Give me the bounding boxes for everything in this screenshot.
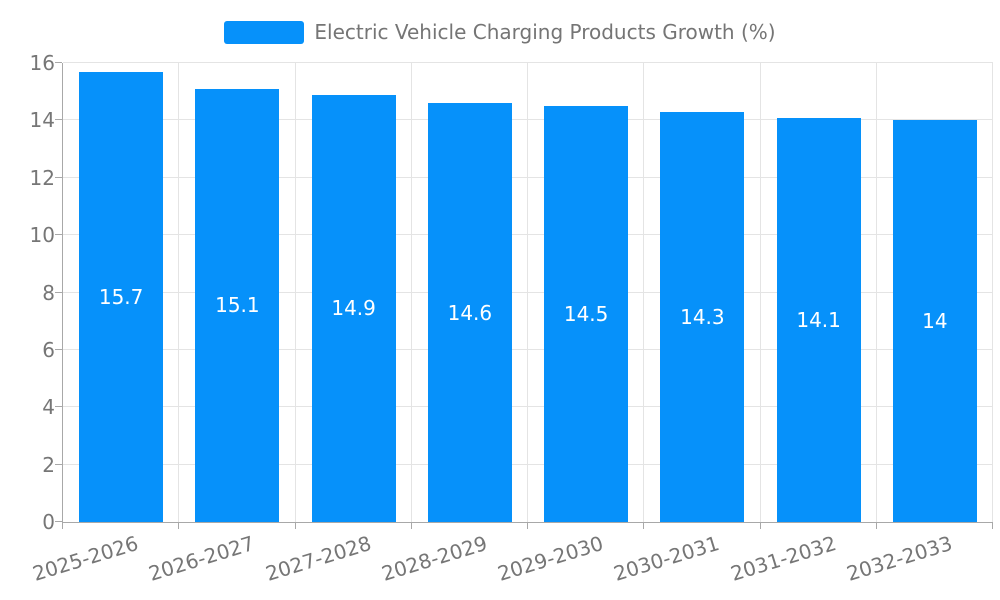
bar-value-label: 14.6 <box>447 300 493 325</box>
y-axis-tick <box>55 463 62 465</box>
y-axis-tick <box>55 291 62 293</box>
gridline-horizontal <box>63 176 993 178</box>
bar-2029-2030[interactable]: 14.5 <box>544 106 629 522</box>
y-axis-label: 8 <box>42 280 55 305</box>
y-axis-tick <box>55 234 62 236</box>
x-axis-tick <box>643 523 645 529</box>
legend-label[interactable]: Electric Vehicle Charging Products Growt… <box>314 20 776 44</box>
y-axis-tick <box>55 348 62 350</box>
y-axis-label: 0 <box>42 510 55 534</box>
gridline-vertical <box>759 63 761 522</box>
x-axis-label: 2025-2026 <box>29 531 142 586</box>
x-axis-tick <box>62 523 63 529</box>
gridline-horizontal <box>63 348 993 350</box>
x-axis-label: 2026-2027 <box>146 531 258 586</box>
gridline-horizontal <box>63 291 993 293</box>
x-axis-label: 2027-2028 <box>262 531 374 586</box>
bar-value-label: 14 <box>922 309 948 334</box>
x-axis-tick <box>992 523 993 529</box>
gridline-horizontal <box>63 62 993 63</box>
y-axis-label: 2 <box>42 452 55 477</box>
y-axis-tick <box>55 406 62 408</box>
x-axis-tick <box>294 523 296 529</box>
y-axis-tick <box>55 119 62 121</box>
bar-value-label: 14.1 <box>796 307 841 332</box>
x-axis-label: 2031-2032 <box>727 531 839 586</box>
x-axis-tick <box>527 523 528 529</box>
gridline-vertical <box>410 63 412 522</box>
y-axis-label: 10 <box>29 223 55 248</box>
gridline-vertical <box>178 63 180 522</box>
y-axis-label: 12 <box>29 165 55 190</box>
bar-2028-2029[interactable]: 14.6 <box>427 103 512 522</box>
x-axis-label: 2032-2033 <box>843 531 955 586</box>
x-axis-line <box>62 522 993 523</box>
y-axis-label: 6 <box>42 337 55 362</box>
y-axis-tick <box>55 62 62 63</box>
y-axis-tick <box>55 521 62 522</box>
bar-2027-2028[interactable]: 14.9 <box>311 94 396 522</box>
x-axis-tick <box>759 523 761 529</box>
bar-2030-2031[interactable]: 14.3 <box>660 111 745 522</box>
bar-2026-2027[interactable]: 15.1 <box>195 88 280 522</box>
legend-swatch[interactable] <box>224 20 305 44</box>
x-axis-label: 2028-2029 <box>378 531 490 586</box>
bar-value-label: 14.9 <box>331 296 376 321</box>
y-axis-label: 14 <box>29 108 55 133</box>
bar-value-label: 15.7 <box>98 284 144 309</box>
gridline-vertical <box>527 63 528 522</box>
x-axis-tick <box>875 523 877 529</box>
plot-area: 15.7 15.1 14.9 14.6 14.5 14.3 14.1 14 <box>62 62 993 523</box>
gridline-vertical <box>294 63 296 522</box>
y-axis-label: 16 <box>29 51 55 75</box>
gridline-vertical <box>643 63 645 522</box>
y-axis-line <box>62 63 63 522</box>
bar-value-label: 14.5 <box>563 302 609 327</box>
x-axis-tick <box>178 523 180 529</box>
bar-value-label: 15.1 <box>215 293 260 318</box>
gridline-horizontal <box>63 406 993 408</box>
x-axis-label: 2029-2030 <box>494 531 607 586</box>
gridline-horizontal <box>63 234 993 236</box>
y-axis-label: 4 <box>42 395 55 420</box>
y-axis-tick <box>55 176 62 178</box>
gridline-vertical <box>875 63 877 522</box>
gridline-vertical <box>992 63 993 522</box>
x-axis-label: 2030-2031 <box>611 531 723 586</box>
legend-item[interactable]: Electric Vehicle Charging Products Growt… <box>0 20 1000 44</box>
x-axis-tick <box>410 523 412 529</box>
gridline-horizontal <box>63 463 993 465</box>
bar-2031-2032[interactable]: 14.1 <box>776 117 861 522</box>
bar-2032-2033[interactable]: 14 <box>892 120 977 522</box>
bar-2025-2026[interactable]: 15.7 <box>79 71 164 522</box>
gridline-horizontal <box>63 119 993 121</box>
bar-value-label: 14.3 <box>680 304 725 329</box>
